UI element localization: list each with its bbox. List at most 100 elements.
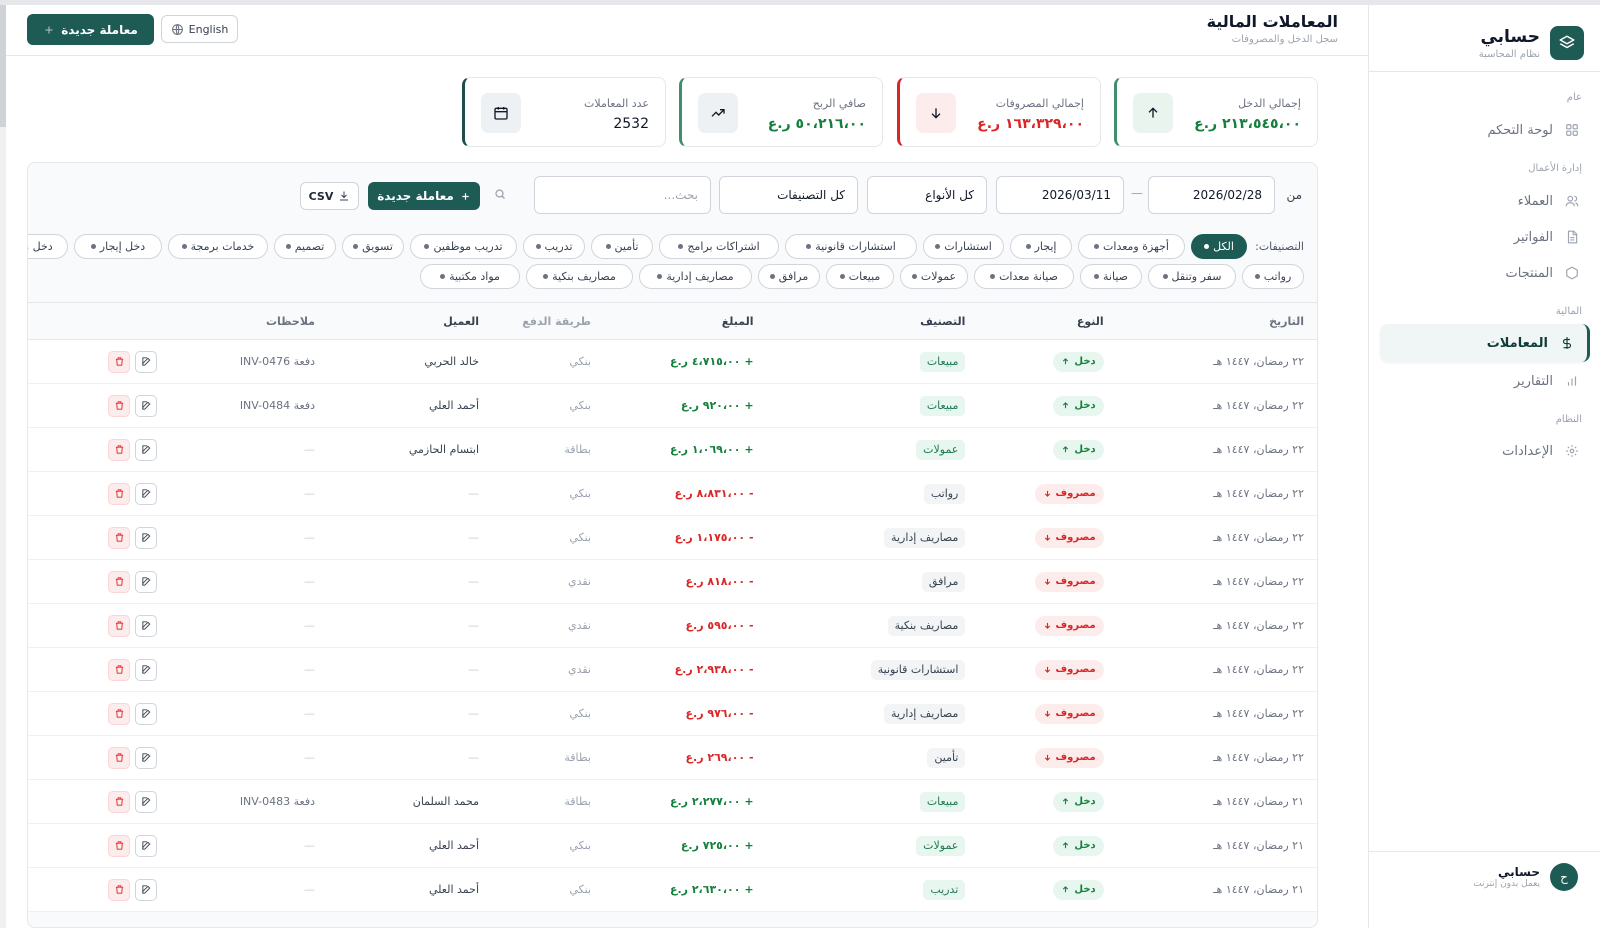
edit-button[interactable] <box>135 834 157 857</box>
sidebar-item-clients[interactable]: العملاء <box>1380 183 1592 219</box>
edit-button[interactable] <box>135 614 157 637</box>
edit-button[interactable] <box>135 790 157 813</box>
user-status: يعمل بدون إنترنت <box>1473 879 1540 889</box>
delete-button[interactable] <box>108 570 130 593</box>
date-to-input[interactable]: 2026/03/11 <box>996 176 1124 214</box>
cell-actions <box>28 868 157 912</box>
date-from-input[interactable]: 2026/02/28 <box>1148 176 1275 214</box>
sidebar-item-transactions[interactable]: المعاملات <box>1380 324 1590 362</box>
delete-button[interactable] <box>108 350 130 373</box>
scrollbar-thumb[interactable] <box>0 5 6 127</box>
cell-payment: بطاقة <box>564 751 591 764</box>
category-badge: تأمين <box>927 747 966 768</box>
sidebar-item-invoices[interactable]: الفواتير <box>1380 219 1592 255</box>
category-chip[interactable]: تدريب موظفين <box>410 234 517 259</box>
table-row: ٢١ رمضان، ١٤٤٧ هـ دخل عمولات + ٧٢٥،٠٠ ر.ع بن… <box>28 824 1317 868</box>
cell-type: دخل <box>973 868 1169 912</box>
chip-label: تدريب موظفين <box>433 240 503 253</box>
category-chip[interactable]: صيانة <box>1080 264 1142 289</box>
new-transaction-button[interactable]: معاملة جديدة <box>27 14 154 45</box>
category-badge: مبيعات <box>919 791 966 812</box>
sidebar-item-reports[interactable]: التقارير <box>1380 363 1592 399</box>
category-chip[interactable]: رواتب <box>1242 264 1304 289</box>
category-chip[interactable]: دخل متنوع <box>28 234 68 259</box>
delete-button[interactable] <box>108 658 130 681</box>
arrow-up-icon <box>1061 797 1070 806</box>
category-chip[interactable]: سفر وتنقل <box>1148 264 1236 289</box>
cell-notes: — <box>304 487 315 500</box>
cell-notes: — <box>304 663 315 676</box>
brand[interactable]: حسابي نظام المحاسبة <box>1379 19 1584 67</box>
search-icon[interactable] <box>494 188 506 200</box>
category-chip[interactable]: مصاريف إدارية <box>639 264 752 289</box>
delete-button[interactable] <box>108 746 130 769</box>
category-chip[interactable]: استشارات <box>923 234 1004 259</box>
edit-button[interactable] <box>135 746 157 769</box>
col-type[interactable]: النوع <box>973 302 1170 340</box>
category-chip[interactable]: دخل إيجار <box>74 234 162 259</box>
type-label: مصروف <box>1055 752 1096 763</box>
chip-label: صيانة معدات <box>999 270 1058 283</box>
category-chip[interactable]: صيانة معدات <box>974 264 1074 289</box>
col-date[interactable]: التاريخ <box>1169 302 1317 340</box>
category-chip[interactable]: مواد مكتبية <box>420 264 520 289</box>
sidebar-item-label: التقارير <box>1513 373 1553 389</box>
stat-label: إجمالي المصروفات <box>995 97 1084 110</box>
trash-icon <box>115 797 123 806</box>
category-select[interactable]: كل التصنيفات <box>719 176 858 214</box>
sidebar-item-products[interactable]: المنتجات <box>1380 255 1592 291</box>
sidebar-item-dashboard[interactable]: لوحة التحكم <box>1380 112 1592 148</box>
category-chip[interactable]: مرافق <box>758 264 820 289</box>
chip-label: الكل <box>1213 240 1234 253</box>
col-category[interactable]: التصنيف <box>769 302 974 340</box>
user-profile[interactable]: ح حسابي يعمل بدون إنترنت <box>1473 863 1578 891</box>
category-chip[interactable]: تصميم <box>274 234 336 259</box>
category-chip[interactable]: مبيعات <box>826 264 894 289</box>
col-notes[interactable]: ملاحظات <box>157 302 327 340</box>
search-input[interactable]: بحث... <box>534 176 711 214</box>
sidebar-item-settings[interactable]: الإعدادات <box>1380 433 1592 469</box>
page-scrollbar[interactable] <box>0 5 6 928</box>
delete-button[interactable] <box>108 702 130 725</box>
category-chip[interactable]: مصاريف بنكية <box>526 264 633 289</box>
delete-button[interactable] <box>108 834 130 857</box>
edit-button[interactable] <box>135 570 157 593</box>
cell-notes: — <box>304 839 315 852</box>
col-payment[interactable]: طريقة الدفع <box>489 302 613 340</box>
category-chip[interactable]: تدريب <box>523 234 585 259</box>
category-chip[interactable]: الكل <box>1191 234 1247 259</box>
delete-button[interactable] <box>108 526 130 549</box>
cell-date: ٢٢ رمضان، ١٤٤٧ هـ <box>1213 443 1304 456</box>
edit-button[interactable] <box>135 350 157 373</box>
csv-export-button[interactable]: CSV <box>300 182 359 210</box>
edit-button[interactable] <box>135 438 157 461</box>
category-chip[interactable]: استشارات قانونية <box>785 234 917 259</box>
chip-label: مصاريف بنكية <box>552 270 616 283</box>
language-toggle-button[interactable]: English <box>161 15 238 43</box>
panel-new-transaction-button[interactable]: معاملة جديدة <box>368 182 480 210</box>
col-client[interactable]: العميل <box>327 302 490 340</box>
type-select[interactable]: كل الأنواع <box>867 176 987 214</box>
edit-button[interactable] <box>135 482 157 505</box>
category-chip[interactable]: تأمين <box>591 234 653 259</box>
cell-payment: نقدي <box>567 575 591 588</box>
category-chip[interactable]: إيجار <box>1010 234 1072 259</box>
delete-button[interactable] <box>108 438 130 461</box>
category-chip[interactable]: خدمات برمجة <box>168 234 268 259</box>
edit-button[interactable] <box>135 878 157 901</box>
delete-button[interactable] <box>108 394 130 417</box>
category-chip[interactable]: اشتراكات برامج <box>659 234 779 259</box>
category-chip[interactable]: أجهزة ومعدات <box>1078 234 1185 259</box>
edit-button[interactable] <box>135 394 157 417</box>
delete-button[interactable] <box>108 614 130 637</box>
delete-button[interactable] <box>108 878 130 901</box>
edit-button[interactable] <box>135 702 157 725</box>
col-amount[interactable]: المبلغ <box>613 302 770 340</box>
edit-button[interactable] <box>135 526 157 549</box>
delete-button[interactable] <box>108 482 130 505</box>
category-chip[interactable]: تسويق <box>342 234 404 259</box>
edit-button[interactable] <box>135 658 157 681</box>
cell-payment: نقدي <box>567 663 591 676</box>
delete-button[interactable] <box>108 790 130 813</box>
category-chip[interactable]: عمولات <box>900 264 968 289</box>
